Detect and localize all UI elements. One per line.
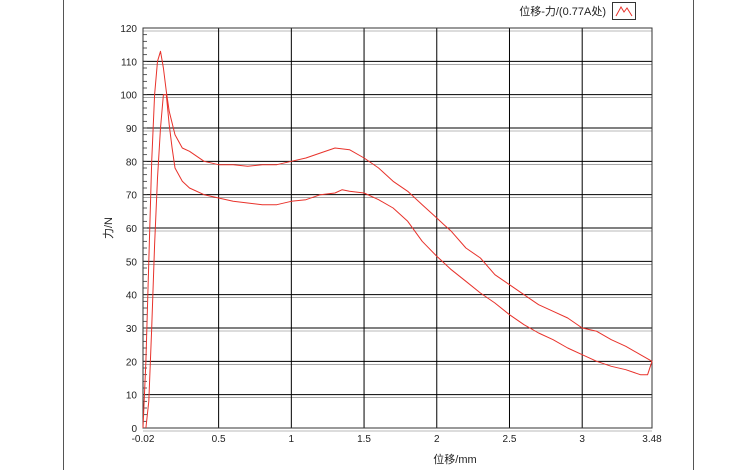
y-tick-label: 40 <box>126 291 138 302</box>
y-axis-label: 力/N <box>102 217 115 239</box>
y-tick-label: 20 <box>126 357 138 368</box>
series-layer <box>142 50 653 429</box>
x-axis-label: 位移/mm <box>433 452 476 466</box>
grid-layer <box>142 27 653 432</box>
y-tick-label: 60 <box>126 224 138 235</box>
x-tick-label: 1 <box>289 434 295 445</box>
y-tick-label: 50 <box>126 257 138 268</box>
y-tick-label: 100 <box>120 91 137 102</box>
label-layer: 位移/mm 力/N 0 10 20 30 40 50 60 70 80 90 100 110 120 -0… <box>102 24 662 466</box>
legend-series-label: 位移-力/(0.77A处) <box>519 6 606 18</box>
x-tick-label: 0.5 <box>212 434 226 445</box>
right-border <box>693 0 694 470</box>
series-line <box>142 50 653 429</box>
x-tick-label: 3.48 <box>642 434 662 445</box>
legend-series-swatch <box>612 2 636 20</box>
y-tick-label: 70 <box>126 191 138 202</box>
x-tick-label: 2.5 <box>503 434 517 445</box>
y-tick-label: 110 <box>121 57 137 68</box>
y-tick-label: 90 <box>126 124 138 135</box>
y-tick-label: 0 <box>131 424 137 435</box>
x-tick-label: 1.5 <box>357 434 371 445</box>
x-tick-label: 3 <box>579 434 585 445</box>
y-tick-label: 80 <box>126 157 138 168</box>
y-tick-label: 30 <box>126 324 138 335</box>
plot-area-border <box>142 27 653 429</box>
left-border <box>63 0 64 470</box>
x-tick-label: -0.02 <box>132 434 155 445</box>
x-tick-label: 2 <box>434 434 440 445</box>
y-tick-label: 120 <box>120 24 137 35</box>
y-tick-label: 10 <box>126 391 138 402</box>
chart-legend: 位移-力/(0.77A处) <box>519 2 636 20</box>
legend-line-icon <box>615 6 633 17</box>
